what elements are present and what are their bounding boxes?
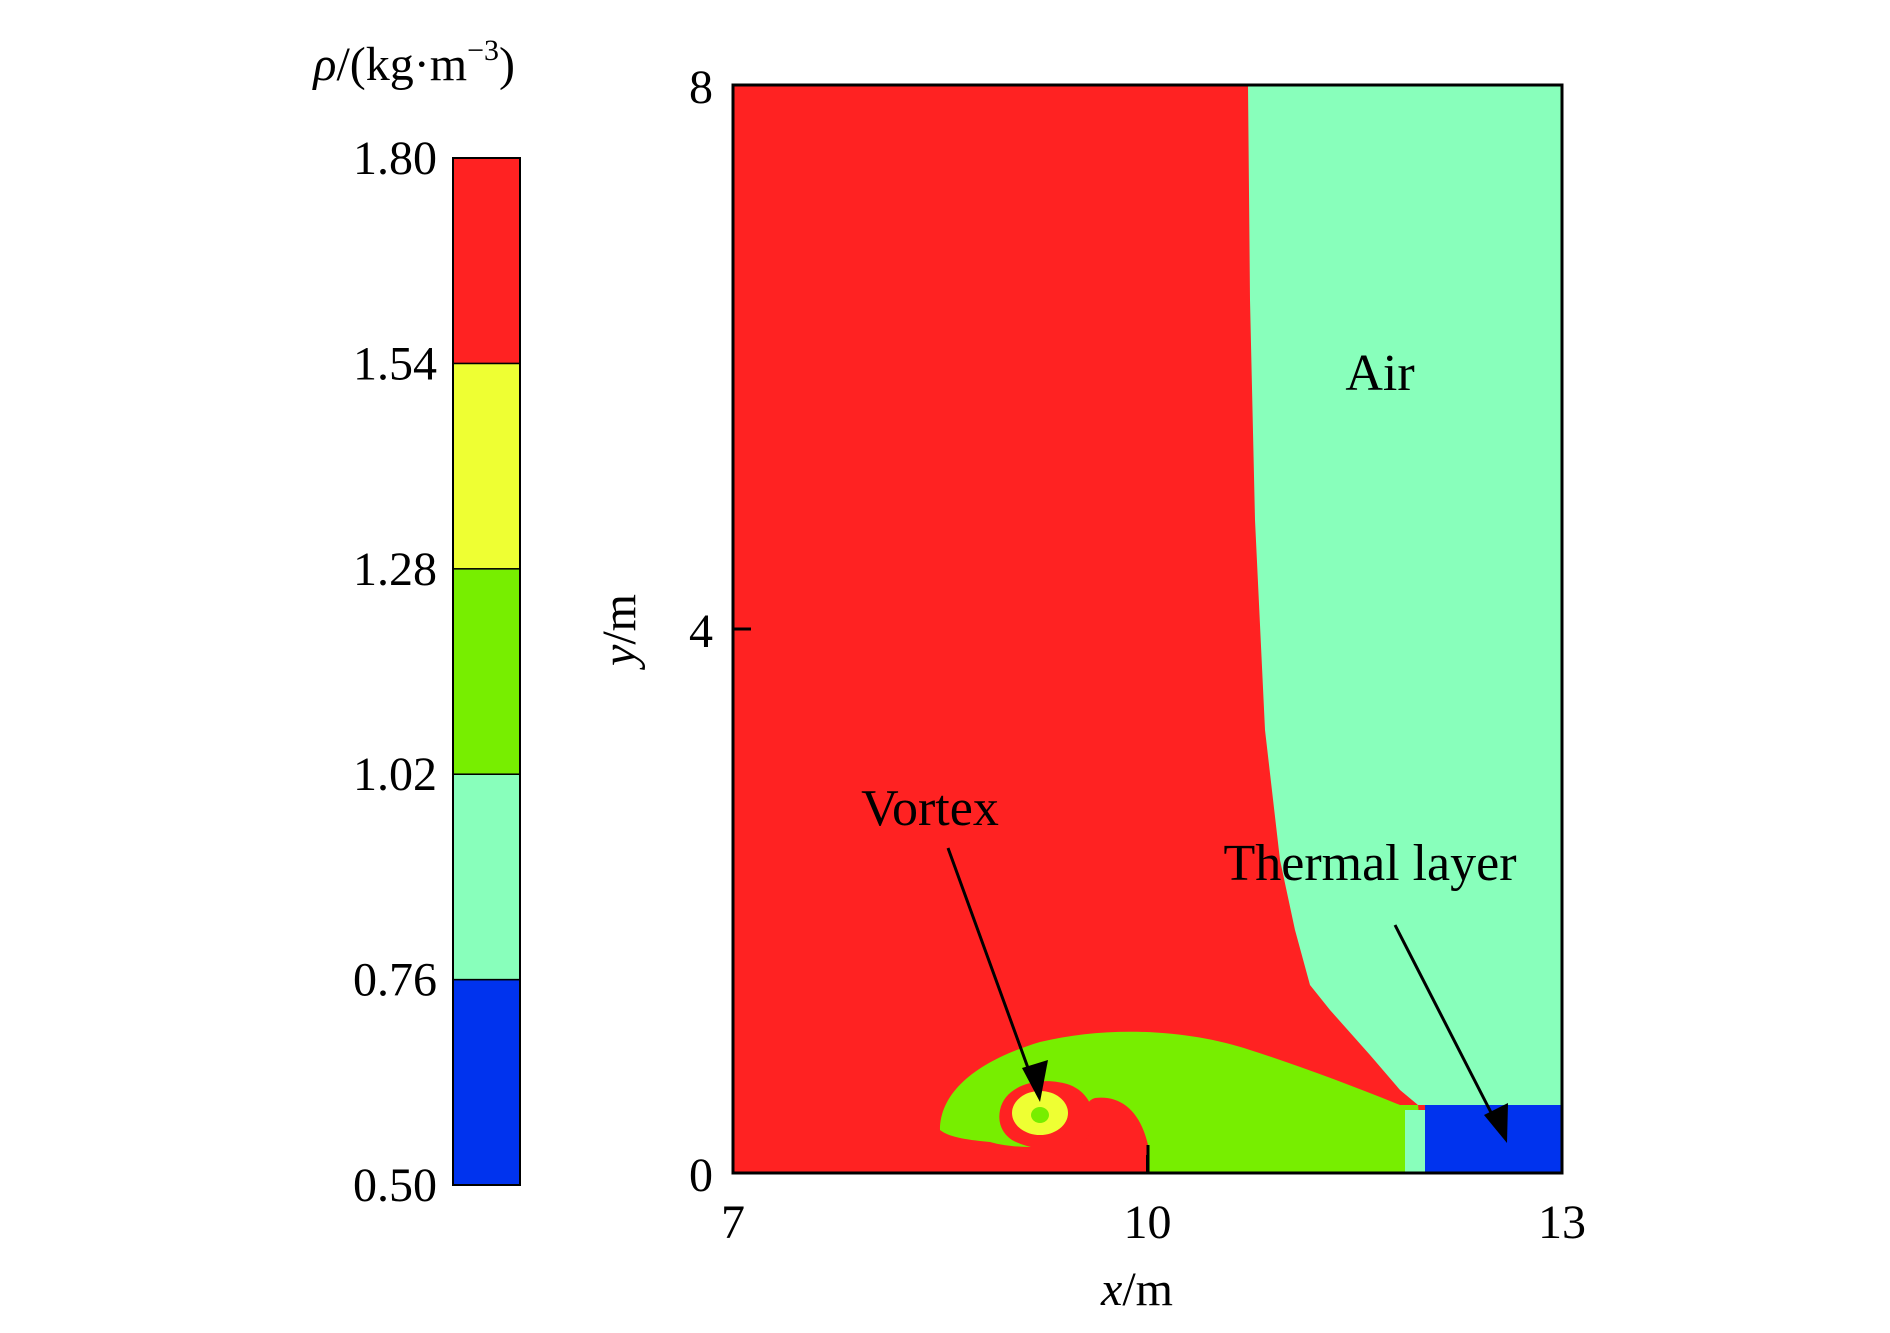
colorbar-tick-label: 1.28 (353, 543, 437, 596)
x-axis-label: x/m (1100, 1263, 1173, 1316)
vortex-arrow (946, 847, 1038, 1091)
annotation-arrows (946, 847, 1508, 1143)
colorbar-tick-label: 1.80 (353, 132, 437, 185)
thermal-layer-arrowhead (1484, 1103, 1508, 1143)
y-axis-label: y/m (593, 594, 646, 671)
y-tick-label: 0 (689, 1149, 713, 1202)
annotation-air: Air (1345, 345, 1414, 402)
colorbar-segment (452, 568, 521, 775)
density-field (733, 85, 1562, 1173)
plot-area: 7 10 13 0 4 8 x/m y/m Air Vortex Thermal laye… (593, 61, 1586, 1316)
x-tick-label: 13 (1538, 1196, 1586, 1249)
colorbar-segment (452, 362, 521, 570)
air-region (1248, 85, 1562, 1105)
colorbar-segment (452, 773, 521, 981)
colorbar-tick-labels: 0.50 0.76 1.02 1.28 1.54 1.80 (353, 132, 437, 1212)
x-tick-label: 10 (1124, 1196, 1172, 1249)
thermal-layer-arrow (1393, 924, 1502, 1131)
colorbar-tick-label: 1.02 (353, 748, 437, 801)
colorbar-tick-label: 1.54 (353, 337, 437, 390)
x-tick-label: 7 (721, 1196, 745, 1249)
colorbar-segment (452, 157, 521, 365)
annotation-thermal-layer: Thermal layer (1223, 835, 1516, 892)
vortex-center (1031, 1107, 1049, 1123)
colorbar-segment (452, 978, 521, 1186)
colorbar-tick-label: 0.50 (353, 1159, 437, 1212)
colorbar-label: ρ/(kg·m−3) (311, 34, 515, 91)
annotation-vortex: Vortex (861, 780, 999, 837)
axis-ticks: 7 10 13 0 4 8 (689, 61, 1586, 1249)
colorbar-segments (452, 157, 521, 1186)
y-tick-label: 4 (689, 605, 713, 658)
colorbar-tick-label: 0.76 (353, 954, 437, 1007)
colorbar-frame (452, 157, 521, 1186)
air-strip (1405, 1110, 1427, 1173)
y-tick-label: 8 (689, 61, 713, 114)
vortex-arrowhead (1022, 1060, 1048, 1102)
colorbar: ρ/(kg·m−3) 0.50 0.76 1.02 1.28 1.54 1.80 (311, 34, 521, 1212)
